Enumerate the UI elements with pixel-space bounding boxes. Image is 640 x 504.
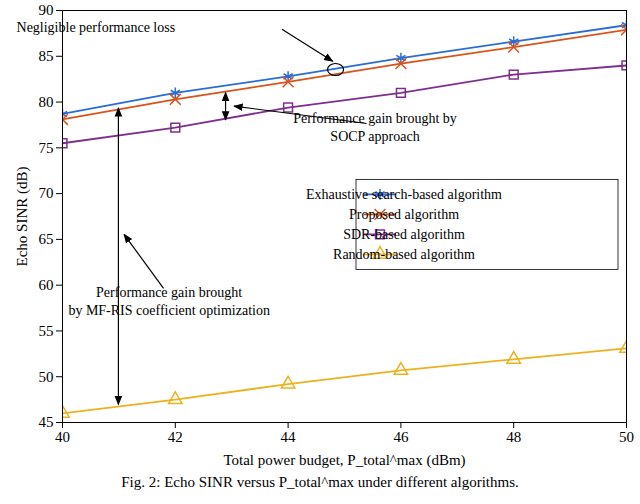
svg-text:75: 75 (39, 140, 54, 156)
svg-text:44: 44 (281, 429, 297, 445)
svg-text:46: 46 (393, 429, 409, 445)
svg-text:SDR-based algorithm: SDR-based algorithm (343, 227, 465, 242)
svg-text:50: 50 (619, 429, 634, 445)
svg-text:45: 45 (39, 414, 54, 430)
svg-text:55: 55 (39, 323, 54, 339)
svg-text:Performance gain brought bySOC: Performance gain brought bySOCP approach (293, 111, 457, 144)
svg-text:Echo SINR (dB): Echo SINR (dB) (14, 167, 31, 267)
svg-text:90: 90 (39, 2, 54, 18)
svg-text:42: 42 (168, 429, 183, 445)
svg-text:Proposed algorithm: Proposed algorithm (349, 207, 459, 222)
svg-text:Performance gain broughtby MF-: Performance gain broughtby MF-RIS coeffi… (68, 285, 270, 318)
svg-text:85: 85 (39, 48, 54, 64)
svg-text:65: 65 (39, 231, 54, 247)
svg-text:Total power budget, P_total^ma: Total power budget, P_total^max (dBm) (223, 452, 465, 469)
html-text:Fig. 2: Echo SINR versus P_tot: Fig. 2: Echo SINR versus P_total^max und… (121, 474, 519, 490)
svg-text:Random-based algorithm: Random-based algorithm (333, 247, 475, 262)
svg-text:Exhaustive search-based algori: Exhaustive search-based algorithm (306, 187, 502, 202)
svg-text:80: 80 (39, 94, 54, 110)
svg-text:40: 40 (55, 429, 70, 445)
svg-text:48: 48 (506, 429, 521, 445)
svg-text:60: 60 (39, 277, 54, 293)
svg-text:Negligible performance loss: Negligible performance loss (17, 20, 176, 35)
svg-text:50: 50 (39, 369, 54, 385)
svg-text:70: 70 (39, 185, 54, 201)
